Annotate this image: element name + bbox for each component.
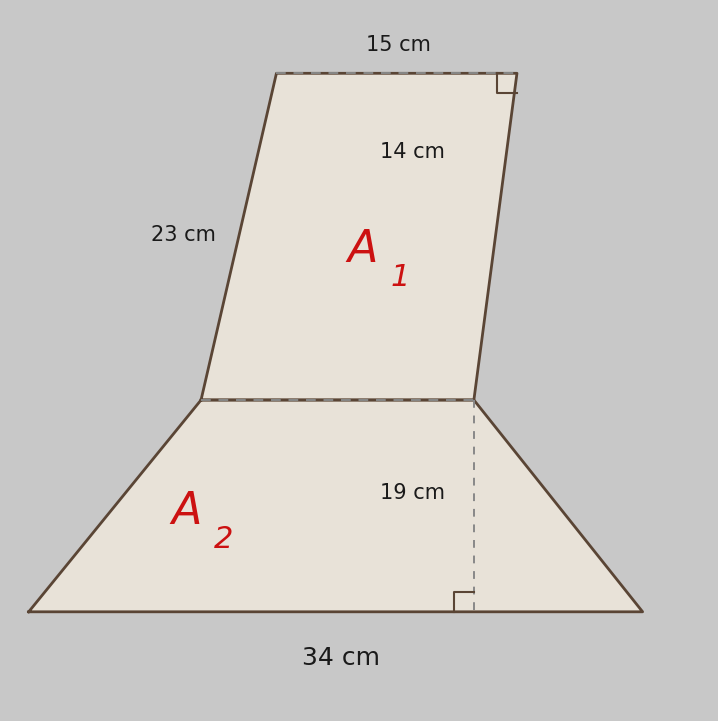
Polygon shape xyxy=(29,400,643,612)
Text: 1: 1 xyxy=(391,263,409,293)
Polygon shape xyxy=(201,74,517,400)
Text: 19 cm: 19 cm xyxy=(381,483,445,503)
Text: 14 cm: 14 cm xyxy=(381,142,445,162)
Text: 15 cm: 15 cm xyxy=(366,35,431,55)
Text: A: A xyxy=(348,228,378,270)
Text: 34 cm: 34 cm xyxy=(302,647,380,671)
Text: 2: 2 xyxy=(215,526,233,554)
Text: 23 cm: 23 cm xyxy=(151,225,215,245)
Text: A: A xyxy=(172,490,202,533)
